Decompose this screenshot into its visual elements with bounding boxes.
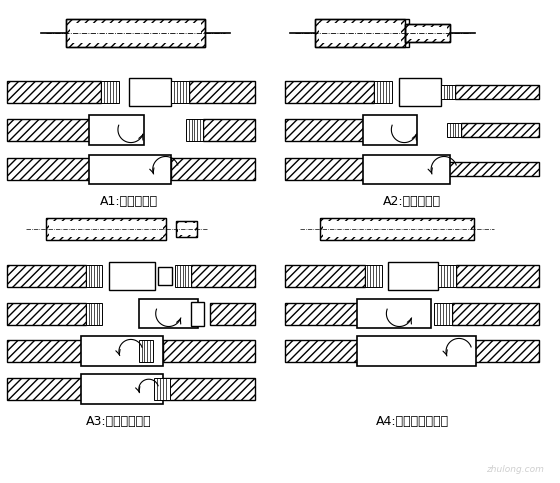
Bar <box>323 221 471 237</box>
Bar <box>362 155 450 185</box>
Bar <box>49 221 162 237</box>
Bar <box>190 265 255 287</box>
Bar <box>81 337 162 366</box>
Bar <box>189 81 255 103</box>
Bar <box>175 265 190 287</box>
Bar <box>7 303 86 325</box>
Bar <box>139 341 153 362</box>
Bar <box>7 265 86 287</box>
Bar <box>438 265 456 287</box>
Bar <box>7 158 101 180</box>
Bar <box>86 265 102 287</box>
Bar <box>203 119 255 141</box>
Bar <box>285 119 375 141</box>
Bar <box>447 123 461 137</box>
Bar <box>101 119 119 141</box>
Bar <box>469 341 539 362</box>
Bar <box>162 341 255 362</box>
Bar <box>315 19 409 47</box>
Bar <box>357 298 431 328</box>
Bar <box>176 221 198 237</box>
Bar <box>285 303 365 325</box>
Bar <box>365 303 382 325</box>
Bar <box>176 221 198 237</box>
Bar <box>7 81 101 103</box>
Bar <box>89 155 171 185</box>
Bar <box>461 123 539 137</box>
Bar <box>86 303 102 325</box>
Bar <box>357 337 476 366</box>
Bar <box>320 218 474 240</box>
Bar <box>190 302 204 326</box>
Bar <box>66 19 206 47</box>
Bar <box>66 19 206 47</box>
Bar <box>319 23 402 43</box>
Bar <box>375 119 393 141</box>
Bar <box>285 265 365 287</box>
Bar <box>389 262 438 290</box>
Bar <box>158 267 171 285</box>
Bar <box>399 78 441 106</box>
Bar <box>211 303 255 325</box>
Bar <box>452 303 539 325</box>
Bar <box>109 262 155 290</box>
Text: A1:标准型接头: A1:标准型接头 <box>100 195 158 208</box>
Bar <box>185 119 203 141</box>
Bar <box>447 162 539 176</box>
Bar <box>375 81 393 103</box>
Bar <box>456 265 539 287</box>
Bar <box>129 78 171 106</box>
Bar <box>285 341 365 362</box>
Bar <box>434 303 452 325</box>
Text: A3:加锁母型接头: A3:加锁母型接头 <box>86 415 152 428</box>
Bar <box>441 85 455 99</box>
Bar <box>171 158 255 180</box>
Bar <box>362 115 417 144</box>
Bar <box>365 265 382 287</box>
Bar <box>408 27 447 39</box>
Bar <box>285 158 375 180</box>
Bar <box>285 81 375 103</box>
Bar <box>46 218 166 240</box>
Bar <box>81 374 162 404</box>
Bar <box>86 341 102 362</box>
Bar <box>171 81 189 103</box>
Bar <box>405 24 450 42</box>
Text: A2:异径型接头: A2:异径型接头 <box>383 195 441 208</box>
Bar <box>139 298 198 328</box>
Bar <box>7 119 101 141</box>
Bar <box>7 378 96 400</box>
Text: zhulong.com: zhulong.com <box>486 465 543 474</box>
Bar <box>70 23 202 43</box>
Bar <box>315 19 405 47</box>
Bar <box>455 85 539 99</box>
Bar <box>154 378 170 400</box>
Bar <box>162 378 255 400</box>
Text: A4:正反丝扣型接头: A4:正反丝扣型接头 <box>376 415 449 428</box>
Bar <box>320 218 474 240</box>
Bar <box>405 24 450 42</box>
Bar <box>89 115 144 144</box>
Bar <box>7 341 86 362</box>
Bar <box>101 81 119 103</box>
Bar <box>178 223 195 235</box>
Bar <box>46 218 166 240</box>
